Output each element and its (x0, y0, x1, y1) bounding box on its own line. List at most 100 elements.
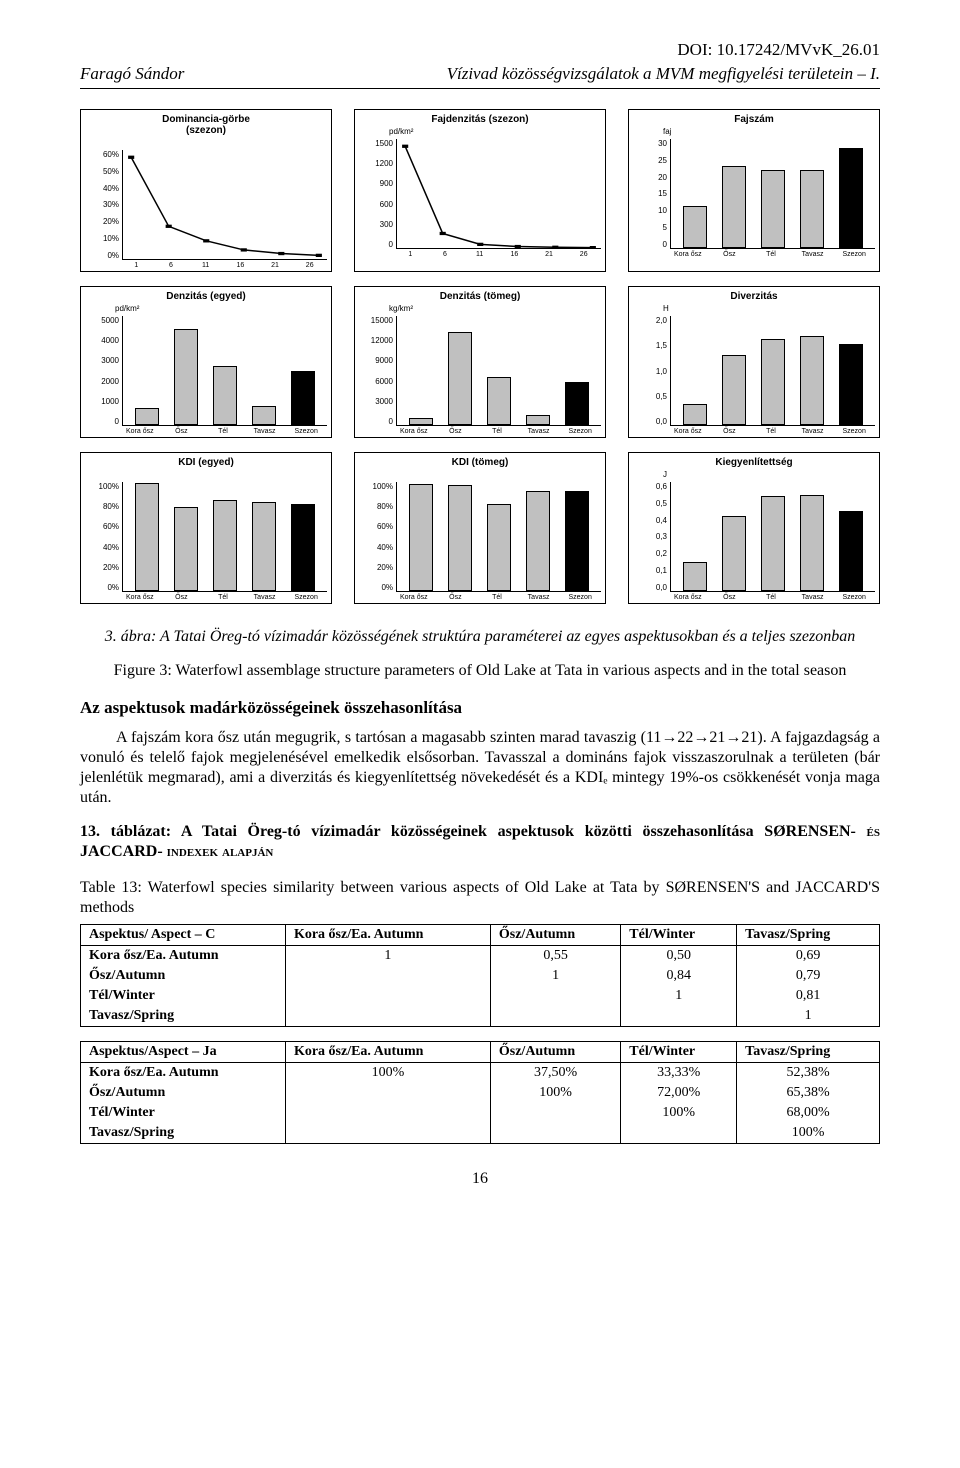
plot-region (122, 150, 327, 260)
table-row-label: Tavasz/Spring (81, 1123, 286, 1144)
chart-denzitas_egyed: Denzitás (egyed) pd/km² 500040003000200010… (80, 286, 332, 438)
chart-fajszam: Fajszámfaj302520151050Kora őszŐszTélTava… (628, 109, 880, 272)
table-header: Kora ősz/Ea. Autumn (285, 1042, 490, 1063)
table-cell: 52,38% (737, 1063, 880, 1084)
chart-title: Dominancia-görbe (szezon) (85, 114, 327, 136)
table-cell (285, 1083, 490, 1103)
bar (565, 491, 589, 591)
y-axis: 2,01,51,00,50,0 (633, 316, 670, 426)
bar (839, 148, 863, 248)
x-axis: Kora őszŐszTélTavaszSzezon (667, 594, 875, 601)
figure-caption-en: Figure 3: Waterfowl assemblage structure… (80, 662, 880, 680)
bar (800, 336, 824, 425)
table-header: Ősz/Autumn (490, 1042, 620, 1063)
bar (135, 408, 159, 425)
table-header: Tél/Winter (621, 925, 737, 946)
bar (565, 382, 589, 425)
bar (135, 483, 159, 591)
bar (409, 418, 433, 425)
table-cell (490, 986, 620, 1006)
chart-unit (389, 470, 601, 480)
bar (722, 166, 746, 248)
table-header: Tél/Winter (621, 1042, 737, 1063)
chart-title: Diverzitás (633, 291, 875, 302)
table-row-label: Tél/Winter (81, 1103, 286, 1123)
chart-fajdenzitas: Fajdenzitás (szezon) pd/km² 15001200900600… (354, 109, 606, 272)
bar (174, 329, 198, 425)
bars (671, 316, 875, 425)
author-name: Faragó Sándor (80, 64, 184, 84)
table-header: Aspektus/ Aspect – C (81, 925, 286, 946)
table-header: Kora ősz/Ea. Autumn (285, 925, 490, 946)
table-cell (285, 1006, 490, 1027)
table-cell: 0,50 (621, 946, 737, 967)
table-cell (285, 986, 490, 1006)
plot-region (396, 316, 601, 426)
chart-kiegyenlitettseg: KiegyenlítettségJ0,60,50,40,30,20,10,0Ko… (628, 452, 880, 604)
plot-region (396, 482, 601, 592)
table-cell: 68,00% (737, 1103, 880, 1123)
chart-dominancia: Dominancia-görbe (szezon)60%50%40%30%20%… (80, 109, 332, 272)
plot-region (670, 482, 875, 592)
bars (123, 316, 327, 425)
chart-title: Denzitás (egyed) (85, 291, 327, 302)
chart-unit: pd/km² (389, 127, 601, 137)
table-cell (285, 1103, 490, 1123)
page-number: 16 (80, 1170, 880, 1188)
table-cell (285, 1123, 490, 1144)
plot-region (670, 139, 875, 249)
table-cell (621, 1006, 737, 1027)
y-axis: 15000120009000600030000 (359, 316, 396, 426)
bars (671, 139, 875, 248)
table-row-label: Kora ősz/Ea. Autumn (81, 1063, 286, 1084)
table-caption-en: Table 13: Waterfowl species similarity b… (80, 878, 880, 918)
x-axis: Kora őszŐszTélTavaszSzezon (667, 251, 875, 258)
table-cell: 100% (737, 1123, 880, 1144)
chart-unit (115, 138, 327, 148)
chart-unit: faj (663, 127, 875, 137)
bar (526, 491, 550, 591)
bar (409, 484, 433, 591)
y-axis: 500040003000200010000 (85, 316, 122, 426)
chart-denzitas_tomeg: Denzitás (tömeg)kg/km²150001200090006000… (354, 286, 606, 438)
table-row-label: Tavasz/Spring (81, 1006, 286, 1027)
table-cell (285, 966, 490, 986)
table-header: Tavasz/Spring (737, 1042, 880, 1063)
x-axis: Kora őszŐszTélTavaszSzezon (119, 428, 327, 435)
x-axis: 1611162126 (393, 251, 601, 258)
bar (448, 332, 472, 425)
table-row-label: Kora ősz/Ea. Autumn (81, 946, 286, 967)
body-paragraph-text: A fajszám kora ősz után megugrik, s tart… (80, 729, 880, 806)
sorensen-table: Aspektus/ Aspect – CKora ősz/Ea. AutumnŐ… (80, 924, 880, 1027)
figure-caption-hu: 3. ábra: A Tatai Öreg-tó vízimadár közös… (80, 628, 880, 646)
plot-region (122, 316, 327, 426)
bar (213, 366, 237, 425)
table-cell: 0,69 (737, 946, 880, 967)
x-axis: Kora őszŐszTélTavaszSzezon (393, 428, 601, 435)
table-header: Tavasz/Spring (737, 925, 880, 946)
table-cell: 1 (621, 986, 737, 1006)
table-caption-hu: 13. táblázat: A Tatai Öreg-tó vízimadár … (80, 822, 880, 862)
bar (683, 404, 707, 425)
table-cell: 37,50% (490, 1063, 620, 1084)
running-header: Faragó Sándor Vízivad közösségvizsgálato… (80, 64, 880, 84)
bar (722, 516, 746, 591)
section-heading: Az aspektusok madárközösségeinek összeha… (80, 698, 880, 718)
chart-title: KDI (tömeg) (359, 457, 601, 468)
y-axis: 150012009006003000 (359, 139, 396, 249)
y-axis: 302520151050 (633, 139, 670, 249)
chart-title: Fajdenzitás (szezon) (359, 114, 601, 125)
table-cell: 1 (490, 966, 620, 986)
bar (722, 355, 746, 425)
table-cell: 100% (490, 1083, 620, 1103)
bars (123, 482, 327, 591)
table-cell: 72,00% (621, 1083, 737, 1103)
chart-unit: H (663, 304, 875, 314)
chart-kdi_egyed: KDI (egyed)100%80%60%40%20%0%Kora őszŐsz… (80, 452, 332, 604)
header-rule (80, 88, 880, 89)
table-cell (490, 1123, 620, 1144)
table-row-label: Tél/Winter (81, 986, 286, 1006)
chart-unit: pd/km² (115, 304, 327, 314)
charts-grid: Dominancia-görbe (szezon)60%50%40%30%20%… (80, 109, 880, 604)
table-cell: 100% (285, 1063, 490, 1084)
